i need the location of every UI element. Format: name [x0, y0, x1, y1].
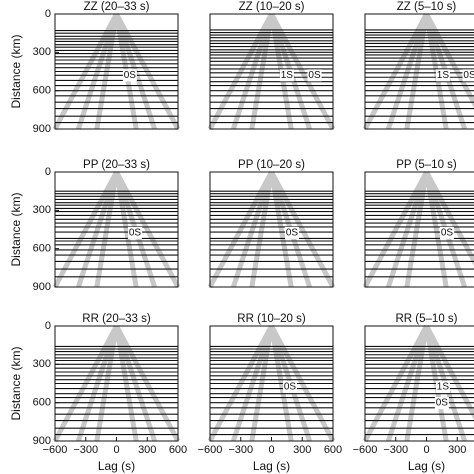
- annotation: 0S: [434, 397, 449, 410]
- x-tick-label: 600: [324, 444, 342, 456]
- y-tick-label: 300: [33, 46, 51, 58]
- annotation-label: 0S: [129, 228, 142, 239]
- x-tick-label: 0: [268, 444, 274, 456]
- x-tick-label: 300: [293, 444, 311, 456]
- panel-frame: [209, 171, 334, 288]
- annotation-bg: [285, 226, 299, 239]
- panel-title: RR (20–33 s): [82, 313, 151, 325]
- annotation-bg: [307, 69, 322, 82]
- annotation-label: 0S: [441, 228, 454, 239]
- annotation-bg: [127, 226, 142, 239]
- panel-title: RR (10–20 s): [237, 313, 306, 325]
- panel-frame: [54, 13, 179, 130]
- moveout-band: [269, 12, 336, 131]
- panel-title: ZZ (10–20 s): [239, 1, 305, 13]
- moveout-band: [362, 12, 429, 131]
- y-axis-label: Distance (km): [9, 34, 23, 108]
- moveout-band: [249, 13, 274, 130]
- annotation: 1S: [435, 380, 450, 393]
- annotation-label: 0S: [463, 70, 474, 81]
- annotation-label: 1S: [437, 70, 450, 81]
- annotation: 0S: [122, 69, 137, 82]
- y-tick-label: 0: [45, 320, 51, 332]
- x-tick-label: −300: [228, 444, 253, 456]
- annotation-label: 0S: [286, 228, 299, 239]
- x-tick-label: 0: [113, 444, 119, 456]
- annotation-label: 0S: [436, 398, 449, 409]
- panel-title: ZZ (20–33 s): [84, 1, 150, 13]
- panel-frame: [54, 171, 179, 288]
- panel-title: PP (10–20 s): [238, 159, 305, 171]
- y-axis-label: Distance (km): [9, 192, 23, 266]
- annotation-bg: [435, 69, 450, 82]
- y-tick-label: 300: [33, 204, 51, 216]
- panel-title: PP (5–10 s): [396, 159, 457, 171]
- annotation: 1S: [279, 69, 294, 82]
- x-axis-label: Lag (s): [253, 459, 290, 473]
- annotation: 0S: [440, 226, 454, 239]
- y-tick-label: 900: [33, 281, 51, 293]
- y-tick-label: 900: [33, 123, 51, 135]
- x-tick-label: 0: [423, 444, 429, 456]
- annotation: 0S: [307, 69, 322, 82]
- annotation-bg: [462, 69, 474, 82]
- annotation-bg: [434, 397, 449, 410]
- moveout-band: [404, 13, 429, 130]
- annotation: 0S: [127, 226, 142, 239]
- annotation-label: 0S: [308, 70, 321, 81]
- x-tick-label: 600: [169, 444, 187, 456]
- annotation-label: 1S: [437, 382, 450, 393]
- y-tick-label: 900: [33, 435, 51, 447]
- moveout-band: [424, 12, 474, 109]
- annotation-label: 1S: [281, 70, 294, 81]
- annotation: 0S: [462, 69, 474, 82]
- y-tick-label: 600: [33, 397, 51, 409]
- annotation-bg: [122, 69, 137, 82]
- moveout-band: [207, 12, 274, 131]
- x-tick-label: −300: [73, 444, 98, 456]
- x-tick-label: −600: [353, 444, 378, 456]
- y-tick-label: 0: [45, 8, 51, 20]
- panel-frame: [364, 171, 474, 288]
- x-tick-label: 300: [448, 444, 466, 456]
- x-axis-label: Lag (s): [98, 459, 135, 473]
- y-tick-label: 600: [33, 243, 51, 255]
- x-tick-label: −300: [383, 444, 408, 456]
- panel-title: ZZ (5–10 s): [397, 1, 457, 13]
- panel-title: PP (20–33 s): [83, 159, 150, 171]
- annotation-bg: [279, 69, 294, 82]
- y-axis-label: Distance (km): [9, 346, 23, 420]
- x-tick-label: −600: [43, 444, 68, 456]
- y-tick-label: 600: [33, 85, 51, 97]
- annotation-label: 0S: [124, 70, 137, 81]
- annotation-bg: [435, 380, 450, 393]
- annotation-bg: [282, 380, 297, 393]
- panel-frame: [209, 13, 334, 130]
- annotation: 0S: [285, 226, 299, 239]
- moveout-band: [385, 13, 429, 130]
- moveout-band: [230, 13, 274, 130]
- x-tick-label: −600: [198, 444, 223, 456]
- y-tick-label: 0: [45, 166, 51, 178]
- x-axis-label: Lag (s): [408, 459, 445, 473]
- annotation: 1S: [435, 69, 450, 82]
- annotation-label: 0S: [284, 382, 297, 393]
- panel-frame: [364, 13, 474, 130]
- x-tick-label: 300: [138, 444, 156, 456]
- annotation-bg: [440, 226, 454, 239]
- annotation: 0S: [282, 380, 297, 393]
- y-tick-label: 300: [33, 358, 51, 370]
- panel-title: RR (5–10 s): [396, 313, 458, 325]
